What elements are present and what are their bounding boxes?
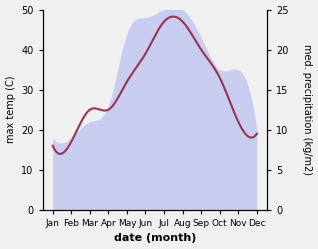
Y-axis label: max temp (C): max temp (C) [5,76,16,143]
Y-axis label: med. precipitation (kg/m2): med. precipitation (kg/m2) [302,44,313,175]
X-axis label: date (month): date (month) [114,234,196,244]
